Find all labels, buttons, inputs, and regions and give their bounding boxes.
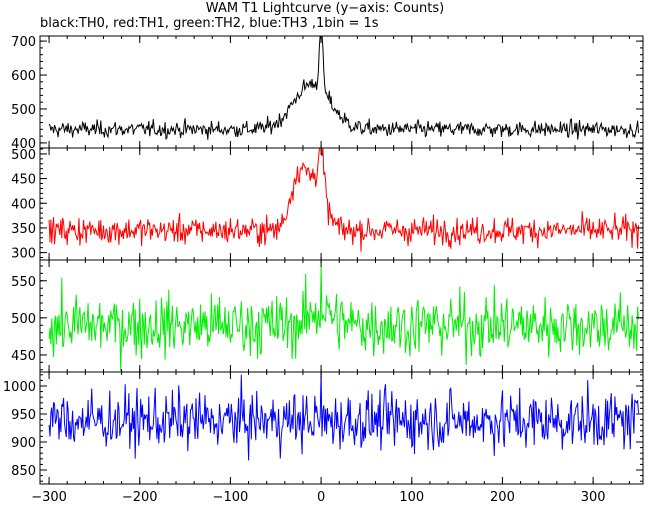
- y-tick-label: 550: [11, 275, 36, 290]
- x-tick-label: 0: [317, 490, 325, 505]
- y-tick-label: 450: [11, 173, 36, 188]
- y-tick-label: 850: [11, 464, 36, 479]
- panel-frame-th2: [39, 259, 644, 373]
- y-tick-label: 300: [11, 247, 36, 262]
- panel-frame-th0: [39, 35, 644, 149]
- x-tick-label: 300: [581, 490, 606, 505]
- y-tick-label: 600: [11, 69, 36, 84]
- y-tick-label: 500: [11, 312, 36, 327]
- x-tick-label: −200: [122, 490, 158, 505]
- y-tick-label: 400: [11, 197, 36, 212]
- y-tick-label: 950: [11, 408, 36, 423]
- x-tick-label: −100: [213, 490, 249, 505]
- y-tick-label: 350: [11, 222, 36, 237]
- series-line-th0: [48, 36, 639, 141]
- y-tick-label: 900: [11, 436, 36, 451]
- chart-title: WAM T1 Lightcurve (y−axis: Counts): [205, 1, 445, 16]
- y-tick-label: 400: [11, 137, 36, 152]
- series-line-th1: [48, 148, 639, 252]
- x-tick-label: 100: [399, 490, 424, 505]
- y-tick-label: 500: [11, 103, 36, 118]
- series-line-th3: [48, 372, 639, 461]
- panel-frame-th1: [39, 147, 644, 261]
- y-tick-label: 700: [11, 35, 36, 50]
- y-tick-label: 450: [11, 349, 36, 364]
- x-tick-label: −300: [31, 490, 67, 505]
- y-tick-label: 500: [11, 148, 36, 163]
- chart-subtitle: black:TH0, red:TH1, green:TH2, blue:TH3 …: [40, 16, 379, 31]
- panel-frame-th3: [39, 371, 644, 485]
- y-tick-label: 1000: [3, 380, 36, 395]
- x-tick-label: 200: [490, 490, 515, 505]
- series-line-th2: [48, 265, 639, 372]
